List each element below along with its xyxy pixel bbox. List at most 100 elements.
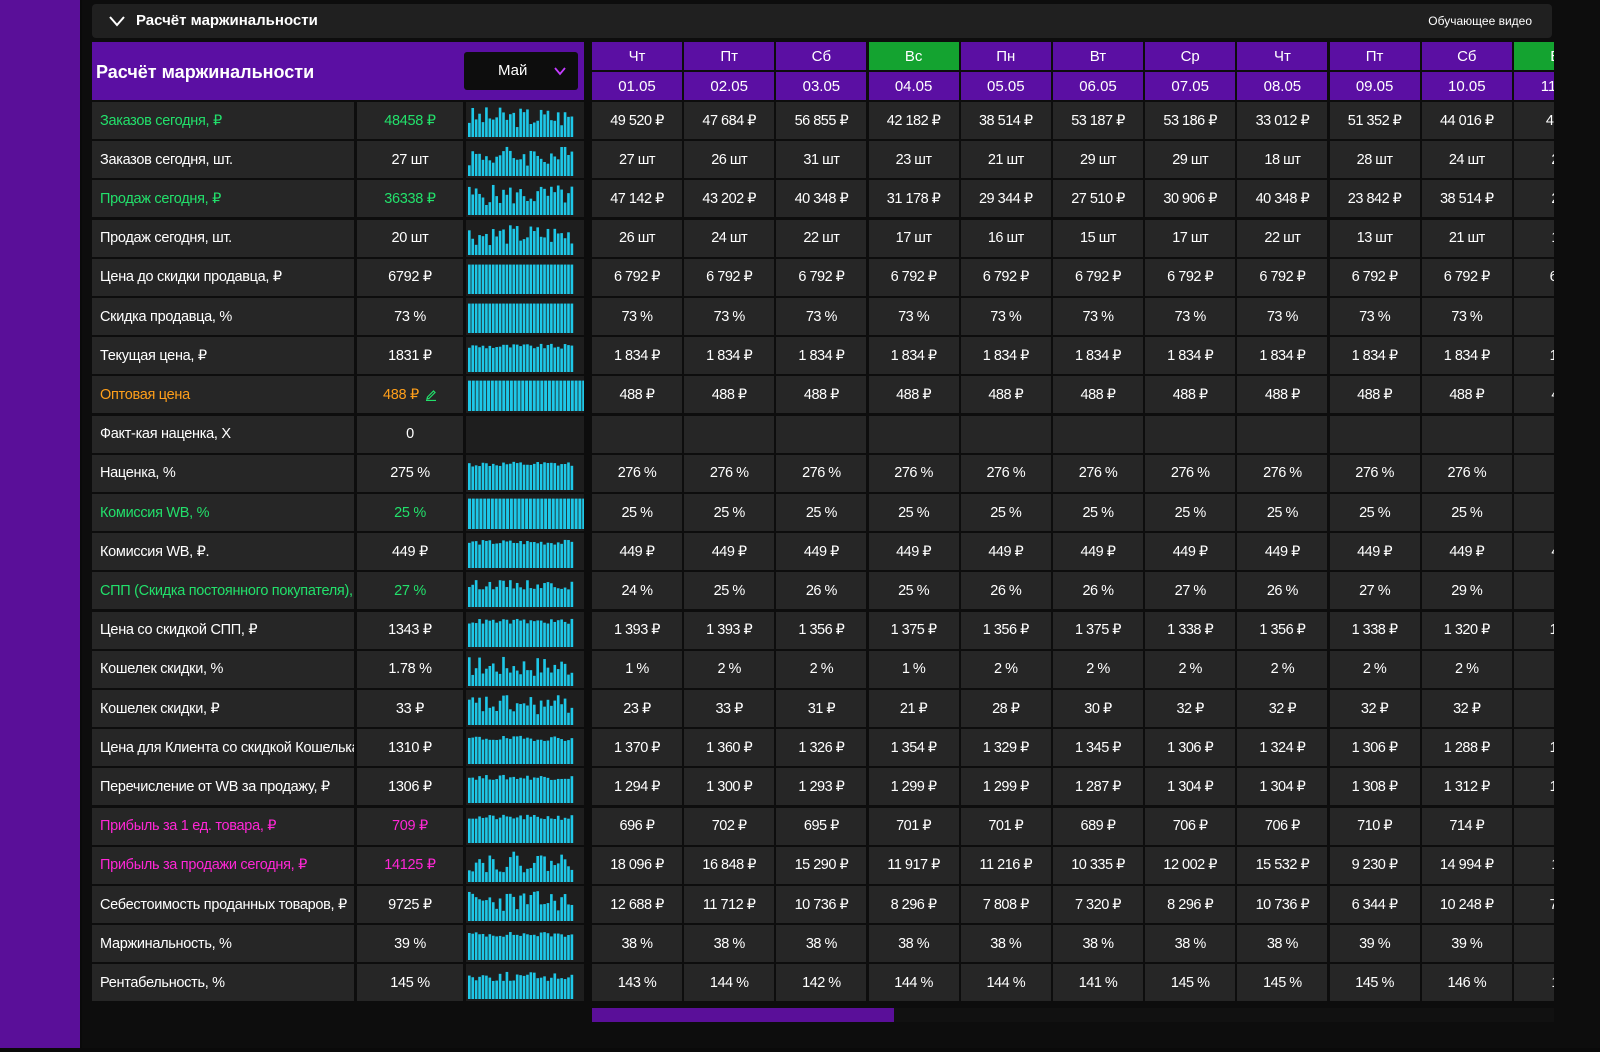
sparkline-bar	[543, 706, 546, 725]
sparkline-bar	[509, 224, 512, 255]
sparkline-bar	[485, 775, 488, 804]
sparkline-bar	[532, 704, 536, 725]
sparkline-bar	[485, 463, 488, 490]
metric-label: Маржинальность, %	[92, 925, 354, 963]
day-cell: 488 ₽	[1421, 376, 1512, 414]
metric-value[interactable]: 488 ₽	[357, 376, 463, 414]
sparkline-bar	[468, 543, 471, 569]
day-cell: 1 834 ₽	[1145, 337, 1236, 375]
sparkline-bar	[526, 541, 529, 569]
sparkline-bar	[522, 589, 526, 608]
sparkline-bar	[536, 191, 540, 216]
horizontal-scrollbar[interactable]	[592, 1008, 1554, 1022]
sparkline-bar	[502, 814, 505, 843]
day-cell: 39 %	[1421, 925, 1512, 963]
metric-value-text: 48458 ₽	[384, 112, 436, 129]
day-cell: 27	[1514, 180, 1554, 218]
sparkline-bar	[529, 303, 533, 333]
day-cell	[1237, 415, 1328, 453]
sparkline-bar	[526, 669, 529, 686]
sparkline-bar	[536, 380, 540, 412]
day-cell: 1 3	[1514, 768, 1554, 806]
sparkline-bar	[481, 589, 485, 608]
sparkline-bar	[505, 738, 509, 765]
sparkline-bar	[490, 498, 494, 529]
section-header[interactable]: Расчёт маржинальности Обучающее видео	[92, 4, 1552, 38]
sparkline-bar	[546, 345, 550, 373]
sparkline-bar	[474, 932, 478, 961]
metric-value: 27 шт	[357, 141, 463, 179]
sparkline-bar	[491, 119, 495, 137]
sparkline-bar	[502, 910, 505, 921]
day-cell: 73 %	[1053, 298, 1143, 335]
sparkline-bar	[529, 816, 533, 843]
sparkline-bar	[491, 815, 495, 843]
day-cell: 714 ₽	[1421, 807, 1512, 845]
sparkline-bar	[563, 202, 567, 216]
pencil-icon[interactable]	[425, 389, 437, 401]
day-cell: 701 ₽	[868, 807, 959, 845]
sparkline-bar	[498, 898, 502, 921]
day-cell: 6 792 ₽	[868, 258, 959, 296]
tutorial-video-link[interactable]: Обучающее видео	[1428, 14, 1532, 28]
sparkline-bar	[563, 698, 567, 725]
sparkline-bar	[505, 464, 509, 490]
sparkline-bar	[495, 465, 498, 490]
chevron-down-icon[interactable]	[108, 14, 126, 28]
sparkline-bar	[536, 120, 540, 137]
day-name: Вс	[1514, 42, 1554, 70]
sparkline-bar	[522, 544, 526, 569]
sparkline-bar	[551, 498, 555, 529]
sparkline-bar	[529, 588, 533, 608]
day-cell: 1 375 ₽	[868, 611, 959, 649]
day-cell: 7	[1514, 298, 1554, 335]
sparkline-bar	[529, 935, 533, 961]
sparkline-bar	[495, 264, 498, 294]
day-cell: 12 002 ₽	[1145, 846, 1236, 884]
sparkline-bar	[481, 122, 485, 137]
day-cell: 276 %	[592, 454, 682, 492]
sparkline-bar	[515, 192, 519, 216]
day-name: Чт	[1237, 42, 1328, 70]
sparkline-bar	[485, 586, 488, 608]
sparkline-bar	[521, 498, 525, 529]
sparkline-bar	[474, 345, 478, 373]
scrollbar-thumb[interactable]	[592, 1008, 894, 1022]
metric-value: 1343 ₽	[357, 611, 463, 649]
month-select[interactable]: Май	[464, 52, 578, 90]
sparkline-bar	[491, 706, 495, 725]
sparkline-bar	[574, 380, 578, 412]
day-cell: 26 %	[960, 572, 1051, 610]
day-cell: 73 %	[960, 298, 1051, 335]
day-cell: 38 %	[868, 925, 959, 963]
day-cell: 25 %	[1053, 494, 1143, 531]
sparkline-bar	[498, 155, 502, 177]
day-cell: 15 290 ₽	[776, 846, 867, 884]
sparkline-bar	[494, 380, 498, 412]
sparkline-bar	[509, 463, 512, 490]
sparkline-bar	[502, 229, 505, 255]
sparkline-bar	[570, 738, 574, 765]
sparkline-bar	[471, 818, 475, 843]
day-cell: 32 ₽	[1421, 690, 1512, 727]
day-date: 09.05	[1329, 72, 1420, 100]
sparkline-bar	[567, 589, 570, 608]
day-cell: 1 312 ₽	[1421, 768, 1512, 806]
sparkline	[466, 846, 584, 884]
day-cell: 2 %	[1053, 650, 1143, 688]
sparkline-bar	[505, 243, 509, 255]
sparkline-bar	[570, 498, 574, 529]
metric-value: 1310 ₽	[357, 729, 463, 767]
day-cell: 6 344 ₽	[1329, 886, 1420, 923]
sparkline-bar	[526, 303, 529, 333]
sparkline-bar	[505, 147, 509, 177]
sparkline-bar	[502, 581, 505, 608]
day-cell: 21 ₽	[868, 690, 959, 727]
day-cell: 24 %	[592, 572, 682, 610]
sparkline-bar	[539, 904, 543, 921]
sparkline-bar	[505, 345, 509, 373]
metric-value: 14125 ₽	[357, 846, 463, 884]
sparkline-bar	[515, 670, 519, 686]
sparkline-bar	[547, 380, 551, 412]
